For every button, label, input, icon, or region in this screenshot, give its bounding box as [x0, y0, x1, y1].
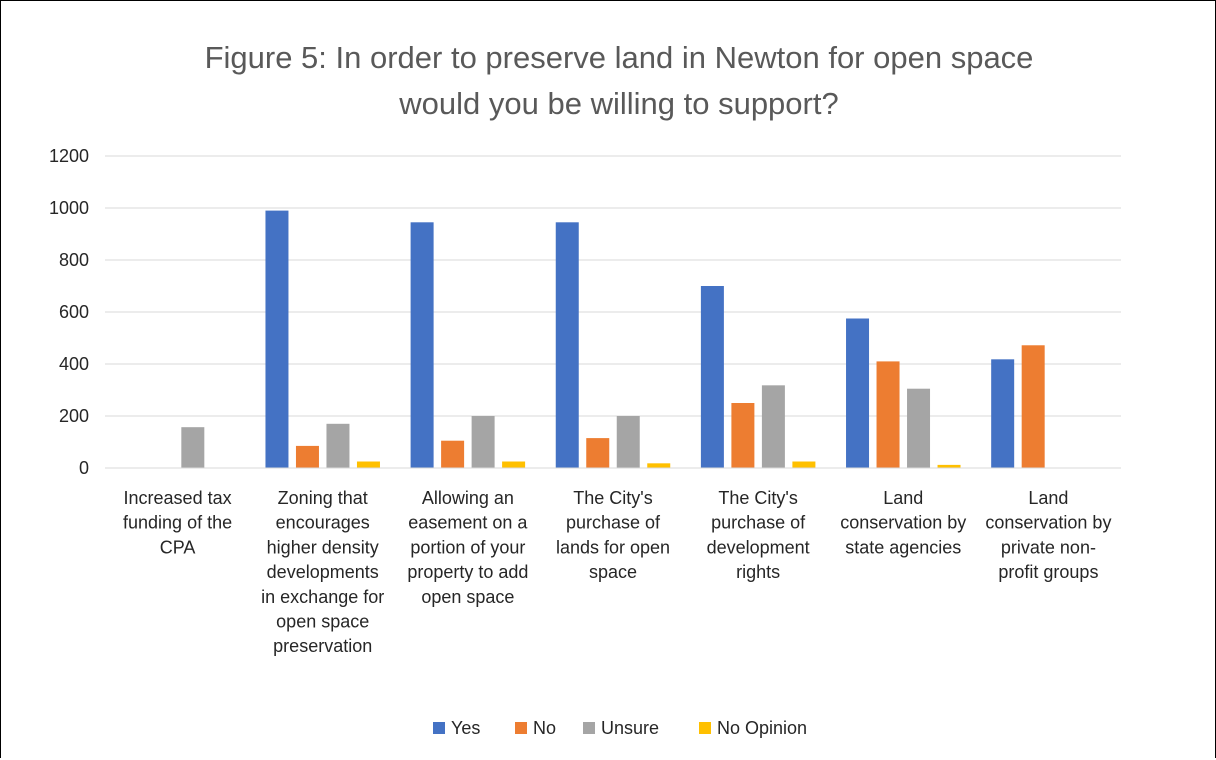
- x-category-label: Land conservation by private non-profit gr…: [985, 488, 1111, 582]
- y-tick-label: 800: [59, 250, 89, 270]
- x-category-label-line: space: [589, 562, 637, 582]
- legend-label: No: [533, 718, 556, 738]
- x-category-label-line: purchase of: [711, 513, 806, 533]
- x-category-label-line: developments: [267, 562, 379, 582]
- x-category-label-line: The City's: [718, 488, 797, 508]
- y-axis-tick-labels: 0 200 400 600 800 1000 1200: [49, 146, 89, 478]
- bar-no-opinion: [937, 464, 961, 468]
- y-tick-label: 1200: [49, 146, 89, 166]
- x-category-label-line: Allowing an: [422, 488, 514, 508]
- bar-unsure: [907, 388, 931, 468]
- gridlines: [105, 155, 1121, 417]
- legend: Yes No Unsure No Opinion: [433, 718, 807, 738]
- x-category-label-line: lands for open: [556, 537, 670, 557]
- bar-no: [1021, 345, 1045, 468]
- legend-swatch: [583, 722, 595, 734]
- x-category-label-line: open space: [421, 587, 514, 607]
- x-category-label-line: development: [707, 537, 810, 557]
- bar-no-opinion: [356, 461, 380, 468]
- x-category-label-line: CPA: [160, 537, 196, 557]
- x-category-label-line: preservation: [273, 636, 372, 656]
- bar-yes: [555, 222, 579, 468]
- x-category-label-line: conservation by: [840, 513, 966, 533]
- x-category-label: The City's purchase of lands for open space: [556, 488, 670, 582]
- legend-label: No Opinion: [717, 718, 807, 738]
- y-tick-label: 400: [59, 354, 89, 374]
- x-category-label: Increased tax funding of the CPA: [123, 488, 232, 557]
- bar-no: [441, 440, 465, 468]
- x-category-label-line: purchase of: [566, 513, 661, 533]
- legend-item: Unsure: [583, 718, 659, 738]
- x-category-label: Zoning that encourages higher density devel…: [261, 488, 384, 656]
- legend-item: No Opinion: [699, 718, 807, 738]
- bar-yes: [991, 359, 1015, 468]
- legend-item: Yes: [433, 718, 480, 738]
- y-tick-label: 200: [59, 406, 89, 426]
- bar-no: [295, 445, 319, 468]
- bar-unsure: [326, 423, 350, 468]
- chart-title-line-2: would you be willing to support?: [398, 86, 838, 121]
- legend-swatch: [515, 722, 527, 734]
- x-category-label-line: property to add: [407, 562, 528, 582]
- x-category-label-line: easement on a: [408, 513, 528, 533]
- x-category-label: Allowing an easement on a portion of your p…: [407, 488, 528, 607]
- legend-swatch: [699, 722, 711, 734]
- x-category-label-line: in exchange for: [261, 587, 384, 607]
- y-tick-label: 0: [79, 458, 89, 478]
- bar-unsure: [471, 416, 495, 468]
- bar-yes: [410, 222, 434, 468]
- x-category-label-line: profit groups: [998, 562, 1098, 582]
- legend-label: Yes: [451, 718, 480, 738]
- x-category-label-line: higher density: [267, 537, 379, 557]
- chart-title-line-1: Figure 5: In order to preserve land in N…: [205, 40, 1034, 75]
- bar-yes: [700, 286, 724, 468]
- x-category-label-line: open space: [276, 612, 369, 632]
- x-category-label-line: Zoning that: [278, 488, 368, 508]
- legend-swatch: [433, 722, 445, 734]
- bar-yes: [265, 210, 289, 468]
- x-category-label-line: private non-: [1001, 537, 1096, 557]
- bar-no-opinion: [502, 461, 526, 468]
- bar-no-opinion: [647, 463, 671, 468]
- bar-unsure: [616, 416, 640, 468]
- bar-no: [731, 403, 755, 468]
- bars: [181, 210, 1045, 468]
- bar-unsure: [761, 385, 785, 468]
- bar-no-opinion: [792, 461, 816, 468]
- x-category-label-line: state agencies: [845, 537, 961, 557]
- x-category-label-line: conservation by: [985, 513, 1111, 533]
- x-category-label: The City's purchase of development rights: [707, 488, 810, 582]
- legend-item: No: [515, 718, 556, 738]
- bar-unsure: [181, 427, 205, 468]
- legend-label: Unsure: [601, 718, 659, 738]
- x-category-label-line: funding of the: [123, 513, 232, 533]
- x-category-label-line: rights: [736, 562, 780, 582]
- x-category-label: Land conservation by state agencies: [840, 488, 966, 557]
- x-category-label-line: Land: [1028, 488, 1068, 508]
- bar-yes: [846, 318, 870, 468]
- x-category-label-line: The City's: [573, 488, 652, 508]
- bar-no: [876, 361, 900, 468]
- y-tick-label: 600: [59, 302, 89, 322]
- x-category-label-line: portion of your: [410, 537, 525, 557]
- x-category-label-line: encourages: [276, 513, 370, 533]
- x-category-label-line: Land: [883, 488, 923, 508]
- x-axis-category-labels: Increased tax funding of the CPA Zoning tha…: [123, 488, 1111, 656]
- bar-no: [586, 438, 610, 468]
- chart-title: Figure 5: In order to preserve land in N…: [205, 40, 1034, 121]
- x-category-label-line: Increased tax: [124, 488, 232, 508]
- y-tick-label: 1000: [49, 198, 89, 218]
